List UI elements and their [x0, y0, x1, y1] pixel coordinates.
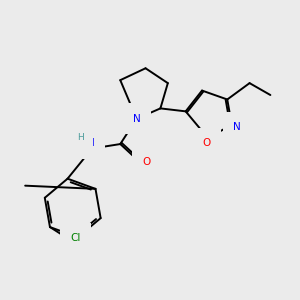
Text: H: H	[77, 133, 84, 142]
Text: O: O	[202, 139, 211, 148]
Text: N: N	[233, 122, 241, 132]
Text: O: O	[142, 157, 150, 167]
Text: N: N	[87, 138, 94, 148]
Text: Cl: Cl	[70, 233, 80, 243]
Text: N: N	[133, 114, 140, 124]
